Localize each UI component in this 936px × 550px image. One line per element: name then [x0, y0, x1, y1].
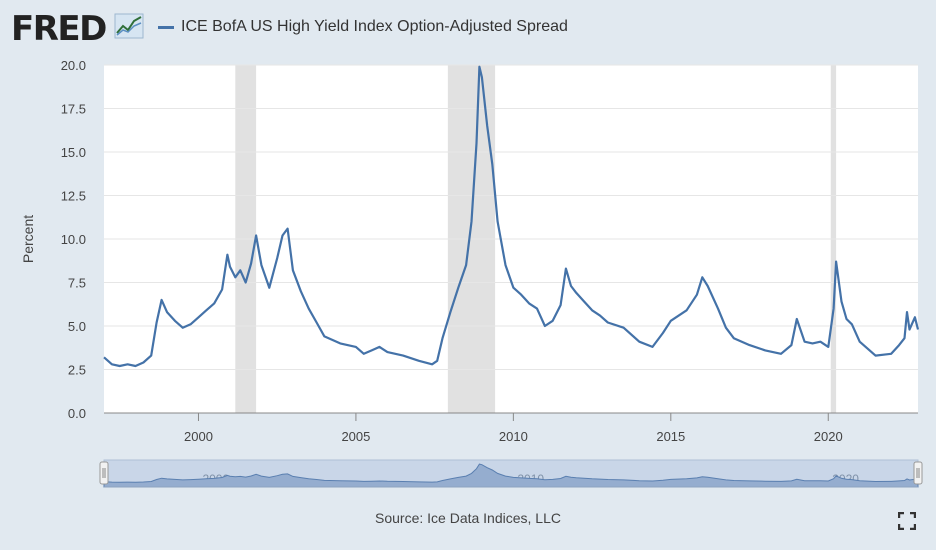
x-tick-label: 2020	[814, 429, 843, 444]
navigator-handle-right[interactable]	[913, 461, 923, 485]
fred-logo[interactable]: FRED	[11, 9, 107, 49]
navigator-series	[103, 463, 919, 488]
y-tick-label: 5.0	[68, 319, 86, 334]
line-chart[interactable]: 0.0 2.5 5.0 7.5 10.0 12.5 15.0 17.5 20.0 2000 2005…	[0, 0, 936, 500]
y-tick-label: 0.0	[68, 406, 86, 421]
chart-legend[interactable]: ICE BofA US High Yield Index Option-Adju…	[158, 18, 568, 36]
y-axis-label: Percent	[20, 215, 36, 263]
x-tick-label: 2015	[656, 429, 685, 444]
legend-label: ICE BofA US High Yield Index Option-Adju…	[181, 18, 568, 35]
x-tick-label: 2005	[341, 429, 370, 444]
x-tick-label: 2000	[184, 429, 213, 444]
y-tick-label: 12.5	[61, 189, 86, 204]
source-note: Source: Ice Data Indices, LLC	[375, 510, 561, 526]
y-tick-label: 10.0	[61, 232, 86, 247]
fred-graph-icon	[114, 13, 144, 39]
y-tick-label: 2.5	[68, 363, 86, 378]
y-tick-label: 15.0	[61, 145, 86, 160]
y-tick-label: 20.0	[61, 58, 86, 73]
y-tick-label: 7.5	[68, 276, 86, 291]
series-line	[103, 65, 920, 368]
chart-header: FRED ICE BofA US High Yield Index Option…	[0, 0, 936, 60]
fullscreen-icon[interactable]	[898, 512, 916, 530]
navigator-handle-left[interactable]	[99, 461, 109, 485]
legend-swatch	[158, 25, 174, 29]
y-tick-label: 17.5	[61, 102, 86, 117]
x-tick-label: 2010	[499, 429, 528, 444]
